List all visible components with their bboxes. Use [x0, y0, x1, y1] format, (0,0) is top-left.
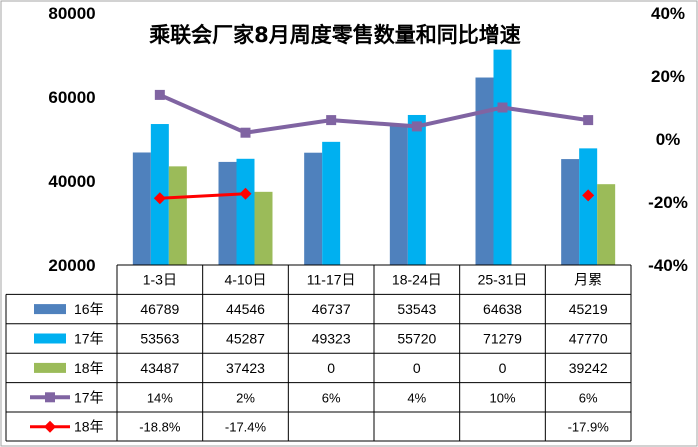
right-axis-ticks: -40% -20% 0% 20% 40%: [648, 4, 688, 275]
category-label: 25-31日: [478, 272, 528, 288]
data-label: 10%: [489, 390, 515, 405]
y2-tick-label: -40%: [648, 256, 688, 275]
line-point: [153, 192, 166, 205]
series-line: [159, 192, 246, 200]
data-label: 71279: [483, 331, 522, 347]
legend-label: 18年: [74, 360, 104, 376]
legend-label: 16年: [74, 301, 104, 317]
line-point: [326, 115, 337, 126]
category-label: 1-3日: [143, 272, 177, 288]
data-label: 46789: [140, 301, 179, 317]
data-label: 45287: [226, 331, 265, 347]
data-label: 49323: [312, 331, 351, 347]
bar: [254, 191, 273, 265]
data-label: 53563: [140, 331, 179, 347]
legend-label: 17年: [74, 389, 104, 405]
data-label: 39242: [569, 360, 608, 376]
line-point: [497, 102, 508, 113]
bar: [407, 114, 426, 265]
data-label: 55720: [397, 331, 436, 347]
y2-tick-label: 0%: [656, 130, 681, 149]
line-point: [411, 121, 422, 132]
data-label: 0: [499, 360, 507, 376]
category-label: 4-10日: [224, 272, 266, 288]
category-label: 月累: [574, 272, 602, 288]
bar: [561, 159, 580, 265]
legend-key-marker: [44, 420, 56, 433]
data-label: 45219: [569, 301, 608, 317]
bar: [389, 124, 408, 265]
legend-key-marker: [45, 392, 55, 403]
line-point: [582, 189, 595, 202]
bar: [304, 152, 323, 265]
bar: [218, 161, 237, 265]
bar: [168, 166, 187, 265]
chart-title: 乘联会厂家8月周度零售数量和同比增速: [148, 23, 521, 47]
y-tick-label: 20000: [48, 256, 95, 275]
bar: [493, 49, 512, 265]
legend-key: [34, 304, 66, 315]
y2-tick-label: 20%: [651, 67, 685, 86]
legend-label: 18年: [74, 419, 104, 435]
line-series: [153, 89, 595, 205]
y-tick-label: 40000: [48, 172, 95, 191]
data-label: 47770: [569, 331, 608, 347]
data-label: 4%: [407, 390, 426, 405]
data-label: 6%: [322, 390, 341, 405]
data-label: -18.8%: [139, 420, 181, 435]
data-label: 0: [327, 360, 335, 376]
legend-key: [34, 362, 66, 373]
y-tick-label: 80000: [48, 4, 95, 23]
data-label: 46737: [312, 301, 351, 317]
line-point: [154, 89, 165, 100]
left-axis-ticks: 20000 40000 60000 80000: [48, 4, 95, 275]
category-label: 18-24日: [392, 272, 442, 288]
bar: [579, 148, 598, 265]
data-label: 53543: [397, 301, 436, 317]
y2-tick-label: 40%: [651, 4, 685, 23]
bar: [597, 184, 616, 265]
bar-series: [132, 49, 616, 265]
bar: [132, 152, 151, 265]
y2-tick-label: -20%: [648, 193, 688, 212]
data-label: 44546: [226, 301, 265, 317]
data-table: 1-3日 4-10日 11-17日 18-24日 25-31日 月累 16年 46789 445…: [5, 264, 632, 442]
data-label: 2%: [236, 390, 255, 405]
line-point: [240, 127, 251, 138]
bar: [322, 141, 341, 265]
bar: [475, 77, 494, 265]
data-label: -17.9%: [568, 420, 610, 435]
data-label: 14%: [147, 390, 173, 405]
data-label: -17.4%: [225, 420, 267, 435]
legend-key: [34, 333, 66, 344]
line-point: [239, 187, 252, 200]
data-label: 37423: [226, 360, 265, 376]
line-point: [583, 115, 594, 126]
legend-label: 17年: [74, 331, 104, 347]
y-tick-label: 60000: [48, 88, 95, 107]
series-line: [159, 93, 589, 135]
bar: [236, 158, 255, 265]
data-label: 43487: [140, 360, 179, 376]
data-label: 6%: [579, 390, 598, 405]
category-label: 11-17日: [307, 272, 356, 288]
data-label: 0: [413, 360, 421, 376]
data-label: 64638: [483, 301, 522, 317]
